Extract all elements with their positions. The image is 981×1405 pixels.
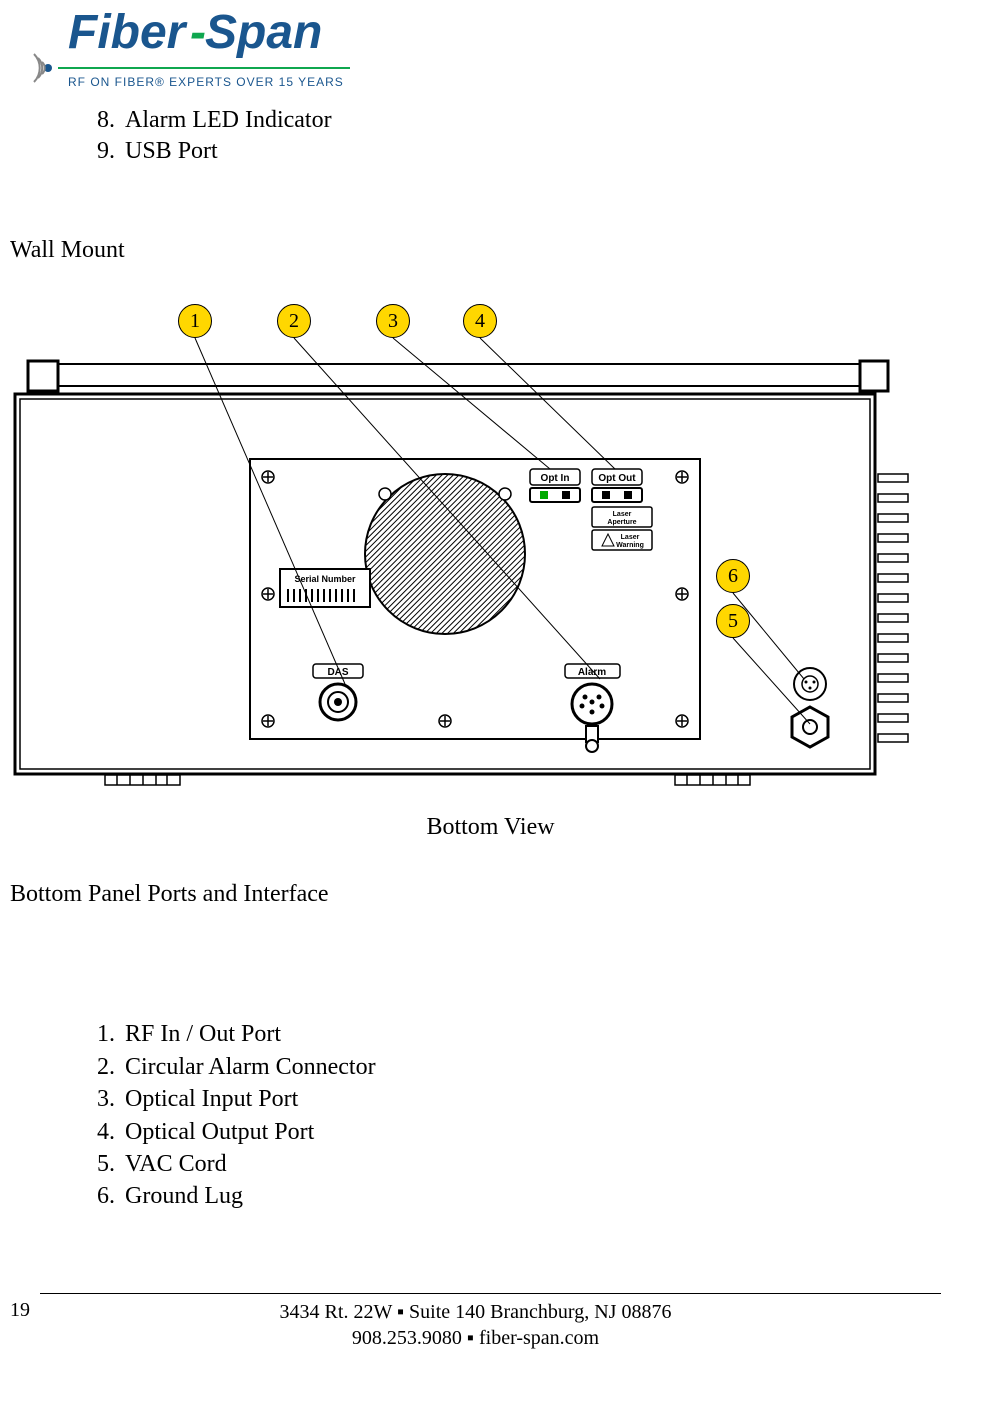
svg-text:Warning: Warning (616, 542, 644, 549)
list-number: 2. (90, 1051, 125, 1083)
list-item: 4.Optical Output Port (90, 1116, 941, 1148)
company-logo: Fiber - Span RF ON FIBER® EXPERTS OVER 1… (30, 0, 941, 100)
list-label: Alarm LED Indicator (125, 105, 332, 136)
list-number: 6. (90, 1180, 125, 1212)
page-footer: 19 3434 Rt. 22W ▪ Suite 140 Branchburg, … (40, 1293, 941, 1351)
list-number: 3. (90, 1083, 125, 1115)
page-number: 19 (10, 1299, 70, 1322)
svg-text:Opt In: Opt In (541, 473, 570, 484)
svg-text:Span: Span (205, 6, 322, 59)
svg-text:Aperture: Aperture (607, 519, 636, 526)
list-item: 1.RF In / Out Port (90, 1018, 941, 1050)
bottom-panel-list: 1.RF In / Out Port 2.Circular Alarm Conn… (90, 1018, 941, 1212)
list-number: 4. (90, 1116, 125, 1148)
logo-tagline: RF ON FIBER® EXPERTS OVER 15 YEARS (68, 75, 344, 89)
wall-mount-heading: Wall Mount (10, 237, 941, 264)
list-item: 3.Optical Input Port (90, 1083, 941, 1115)
list-item: 6.Ground Lug (90, 1180, 941, 1212)
footer-address-2: 908.253.9080 ▪ fiber-span.com (70, 1325, 881, 1351)
svg-text:Fiber: Fiber (68, 6, 188, 59)
list-number: 8. (90, 105, 125, 136)
list-number: 9. (90, 136, 125, 167)
svg-text:Alarm: Alarm (578, 667, 606, 678)
svg-text:Laser: Laser (621, 534, 640, 541)
svg-text:-: - (190, 6, 206, 59)
svg-text:Serial Number: Serial Number (294, 574, 356, 584)
list-label: Circular Alarm Connector (125, 1051, 376, 1083)
list-item: 2.Circular Alarm Connector (90, 1051, 941, 1083)
list-item: 5.VAC Cord (90, 1148, 941, 1180)
list-number: 5. (90, 1148, 125, 1180)
footer-address-1: 3434 Rt. 22W ▪ Suite 140 Branchburg, NJ … (70, 1299, 881, 1325)
list-label: USB Port (125, 136, 218, 167)
bottom-panel-heading: Bottom Panel Ports and Interface (10, 881, 941, 908)
diagram-caption: Bottom View (40, 814, 941, 841)
svg-text:Opt Out: Opt Out (598, 473, 636, 484)
list-label: VAC Cord (125, 1148, 227, 1180)
top-list: 8. Alarm LED Indicator 9. USB Port (90, 105, 941, 167)
bottom-view-diagram: Serial Number Opt In Opt Out Laser (10, 284, 910, 804)
list-label: Optical Output Port (125, 1116, 314, 1148)
list-number: 1. (90, 1018, 125, 1050)
svg-text:Laser: Laser (613, 511, 632, 518)
list-label: Ground Lug (125, 1180, 243, 1212)
list-label: RF In / Out Port (125, 1018, 281, 1050)
list-label: Optical Input Port (125, 1083, 298, 1115)
list-item: 8. Alarm LED Indicator (90, 105, 941, 136)
list-item: 9. USB Port (90, 136, 941, 167)
